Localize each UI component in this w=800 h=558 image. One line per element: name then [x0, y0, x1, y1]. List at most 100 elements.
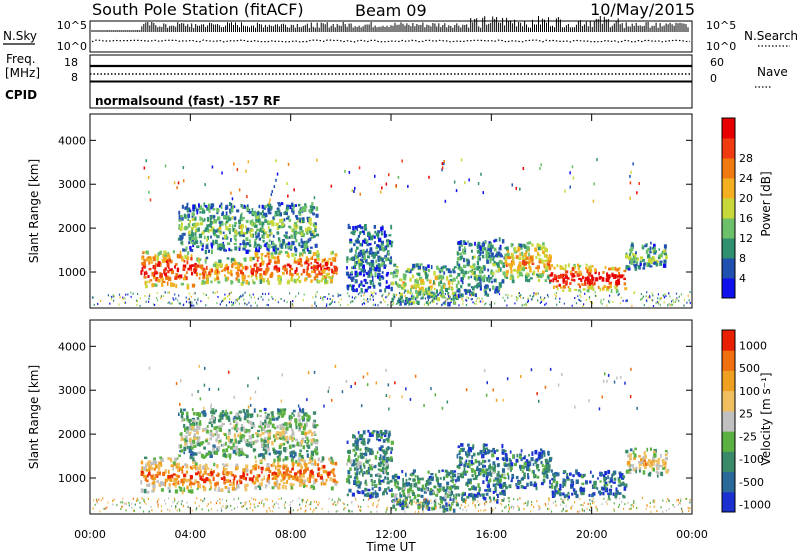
echo-cell: [279, 251, 282, 254]
echo-cell: [422, 485, 424, 489]
echo-cell: [298, 204, 301, 207]
echo-cell: [369, 466, 372, 471]
echo-cell: [184, 443, 186, 447]
echo-cell: [577, 264, 579, 267]
echo-cell: [456, 276, 458, 279]
echo-cell: [255, 252, 258, 256]
sparse-echo-cell: [461, 158, 463, 161]
near-range-cell: [197, 303, 198, 305]
near-range-cell: [486, 293, 487, 295]
echo-cell: [209, 422, 212, 424]
echo-cell: [302, 445, 305, 449]
echo-cell: [565, 264, 567, 268]
echo-cell: [229, 480, 231, 483]
echo-cell: [265, 412, 267, 414]
echo-cell: [508, 475, 510, 479]
near-range-cell: [671, 304, 672, 306]
echo-cell: [255, 440, 257, 443]
near-range-cell: [382, 294, 383, 296]
echo-cell: [264, 205, 267, 207]
near-range-cell: [474, 292, 475, 294]
near-range-cell: [556, 304, 557, 306]
echo-cell: [202, 466, 205, 470]
echo-cell: [267, 463, 270, 467]
near-range-cell: [472, 301, 473, 303]
echo-cell: [144, 489, 147, 494]
echo-cell: [287, 441, 289, 444]
echo-cell: [259, 268, 262, 271]
echo-cell: [263, 260, 265, 264]
echo-cell: [212, 240, 214, 244]
echo-cell: [215, 451, 218, 455]
echo-cell: [583, 288, 586, 291]
echo-cell: [303, 269, 306, 273]
echo-cell: [196, 245, 199, 248]
echo-cell: [474, 276, 476, 280]
echo-cell: [534, 247, 537, 251]
echo-cell: [659, 263, 662, 266]
echo-cell: [519, 272, 522, 277]
echo-cell: [283, 239, 285, 243]
echo-cell: [533, 483, 536, 487]
near-range-cell: [362, 303, 363, 305]
echo-cell: [328, 471, 331, 474]
echo-cell: [433, 271, 436, 276]
echo-cell: [221, 205, 223, 209]
echo-cell: [295, 423, 297, 427]
echo-cell: [205, 477, 208, 481]
echo-cell: [228, 432, 231, 435]
echo-cell: [437, 297, 440, 301]
echo-cell: [616, 289, 619, 293]
echo-cell: [355, 445, 358, 449]
echo-cell: [303, 485, 305, 488]
echo-cell: [246, 250, 249, 254]
echo-cell: [191, 264, 194, 267]
echo-cell: [587, 289, 590, 292]
echo-cell: [296, 267, 298, 271]
echo-cell: [435, 276, 438, 280]
echo-cell: [240, 475, 243, 479]
echo-cell: [267, 281, 270, 285]
near-range-cell: [333, 295, 334, 297]
echo-cell: [192, 483, 195, 486]
echo-cell: [623, 270, 626, 272]
echo-cell: [301, 238, 303, 242]
echo-cell: [355, 459, 358, 462]
near-range-cell: [388, 293, 389, 295]
echo-cell: [522, 267, 525, 271]
echo-cell: [625, 254, 628, 258]
sparse-echo-cell: [398, 176, 400, 179]
echo-cell: [231, 273, 233, 276]
echo-cell: [386, 280, 388, 284]
near-range-cell: [420, 298, 421, 300]
echo-cell: [371, 263, 374, 268]
echo-cell: [264, 219, 267, 223]
echo-cell: [155, 263, 157, 265]
echo-cell: [162, 281, 165, 283]
near-range-cell: [619, 293, 620, 295]
echo-cell: [458, 241, 461, 245]
echo-cell: [527, 473, 529, 477]
echo-cell: [227, 487, 230, 491]
echo-cell: [381, 247, 384, 251]
echo-cell: [457, 477, 460, 481]
echo-cell: [442, 267, 444, 270]
echo-cell: [272, 418, 275, 421]
echo-cell: [364, 488, 367, 492]
echo-cell: [299, 427, 301, 430]
echo-cell: [232, 224, 234, 228]
echo-cell: [315, 244, 318, 248]
echo-cell: [244, 454, 246, 456]
near-range-cell: [114, 295, 115, 297]
echo-cell: [477, 246, 479, 250]
echo-cell: [239, 411, 242, 414]
echo-cell: [306, 418, 308, 422]
echo-cell: [237, 434, 239, 437]
echo-cell: [491, 466, 493, 469]
echo-cell: [453, 278, 456, 282]
echo-cell: [290, 278, 293, 282]
echo-cell: [459, 456, 461, 459]
echo-cell: [388, 433, 391, 437]
echo-cell: [266, 234, 269, 238]
echo-cell: [309, 218, 312, 221]
